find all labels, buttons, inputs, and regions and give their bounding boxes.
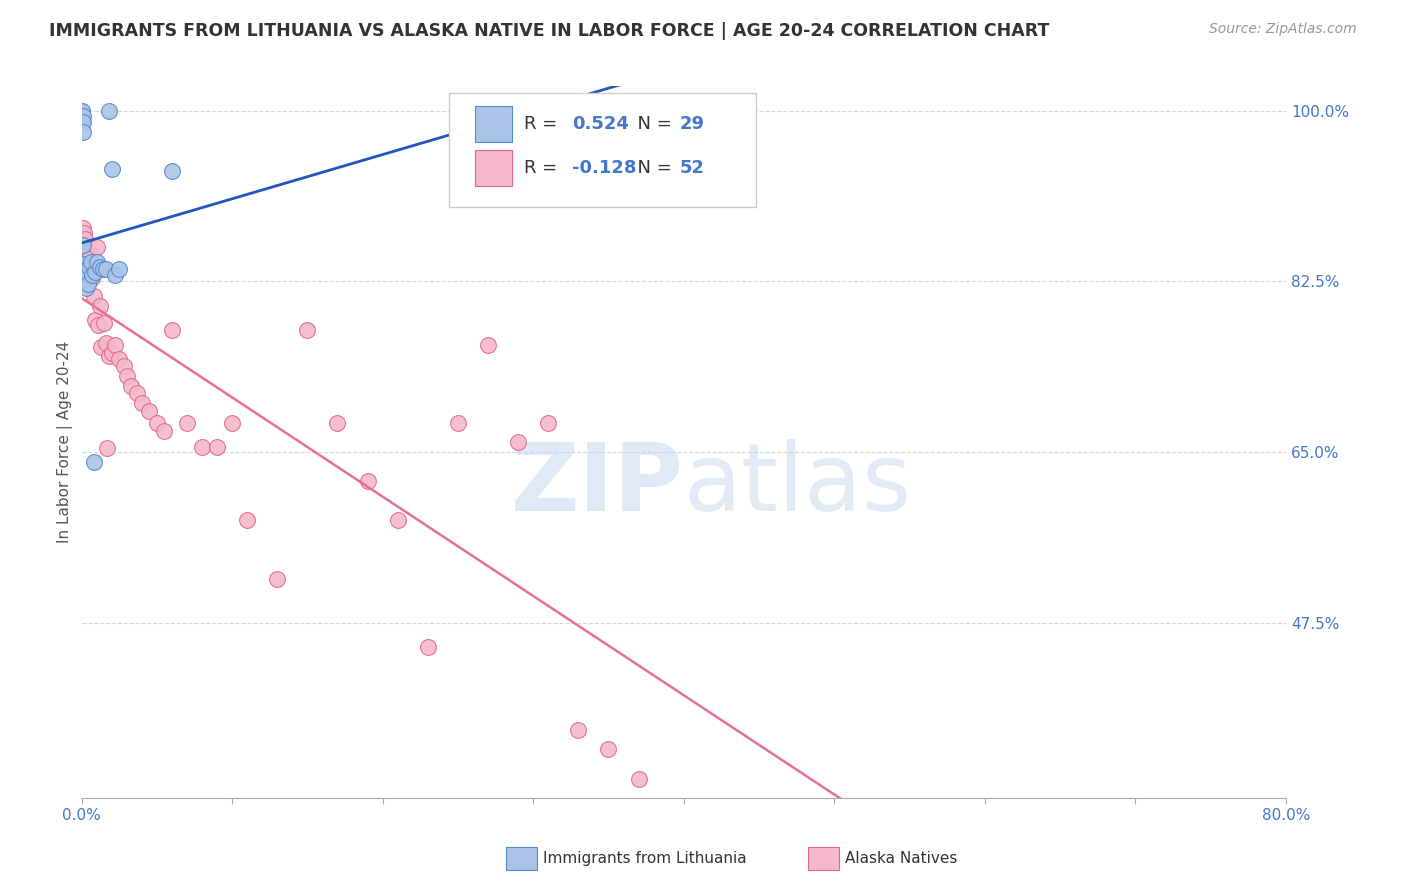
Point <box>115 368 138 383</box>
Point <box>86 240 108 254</box>
Point <box>90 340 112 354</box>
Point <box>73 277 96 292</box>
Text: 29: 29 <box>681 115 706 133</box>
Point <box>108 352 131 367</box>
Point <box>120 378 142 392</box>
Point <box>77 260 100 274</box>
Point <box>97 103 120 118</box>
Text: 0.524: 0.524 <box>572 115 628 133</box>
Point <box>477 337 499 351</box>
Point <box>73 273 96 287</box>
Point <box>100 162 122 177</box>
Point <box>89 260 111 274</box>
Point <box>93 316 115 330</box>
Point <box>104 268 127 282</box>
Point <box>108 261 131 276</box>
Text: 52: 52 <box>681 159 706 178</box>
Point <box>112 359 135 374</box>
Point <box>73 232 96 246</box>
Y-axis label: In Labor Force | Age 20-24: In Labor Force | Age 20-24 <box>58 341 73 543</box>
Point <box>160 323 183 337</box>
Point <box>79 260 101 274</box>
Point <box>627 772 650 786</box>
Text: -0.128: -0.128 <box>572 159 637 178</box>
FancyBboxPatch shape <box>475 151 512 186</box>
Point <box>79 255 101 269</box>
Point <box>508 435 530 450</box>
Text: IMMIGRANTS FROM LITHUANIA VS ALASKA NATIVE IN LABOR FORCE | AGE 20-24 CORRELATIO: IMMIGRANTS FROM LITHUANIA VS ALASKA NATI… <box>49 22 1050 40</box>
Text: R =: R = <box>523 159 562 178</box>
Point <box>72 257 94 271</box>
Point <box>266 572 288 586</box>
Point <box>72 220 94 235</box>
Point <box>297 323 319 337</box>
Point <box>77 252 100 266</box>
Point <box>94 261 117 276</box>
Text: atlas: atlas <box>683 439 912 531</box>
Text: R =: R = <box>523 115 562 133</box>
Point <box>176 416 198 430</box>
Point <box>97 350 120 364</box>
Point <box>87 318 110 333</box>
Point <box>416 640 439 654</box>
Point <box>94 335 117 350</box>
Point <box>127 386 149 401</box>
Point <box>100 345 122 359</box>
Point <box>447 416 470 430</box>
Point <box>205 440 228 454</box>
Point <box>387 513 409 527</box>
Text: ZIP: ZIP <box>510 439 683 531</box>
Point <box>160 164 183 178</box>
Point <box>83 289 105 303</box>
Point <box>72 125 94 139</box>
Point <box>86 255 108 269</box>
Point <box>83 455 105 469</box>
Point <box>77 245 100 260</box>
Point <box>72 109 94 123</box>
Text: N =: N = <box>626 159 678 178</box>
Point <box>131 396 153 410</box>
Point <box>75 281 97 295</box>
Point <box>72 113 94 128</box>
Text: N =: N = <box>626 115 678 133</box>
Point <box>91 261 114 276</box>
Point <box>598 742 620 756</box>
Point <box>76 261 98 276</box>
Point <box>73 263 96 277</box>
Point <box>221 416 243 430</box>
Point <box>75 252 97 266</box>
Point <box>191 440 214 454</box>
Text: Source: ZipAtlas.com: Source: ZipAtlas.com <box>1209 22 1357 37</box>
Point <box>72 115 94 129</box>
Point <box>153 424 176 438</box>
Point <box>73 226 96 240</box>
Point <box>76 267 98 281</box>
Point <box>138 404 160 418</box>
Point <box>326 416 349 430</box>
Point <box>236 513 259 527</box>
Point <box>75 268 97 282</box>
Point <box>104 337 127 351</box>
Point <box>80 268 103 282</box>
Point <box>72 238 94 252</box>
Point <box>96 441 118 455</box>
Point <box>70 103 93 118</box>
FancyBboxPatch shape <box>449 94 756 207</box>
Point <box>80 271 103 285</box>
Point <box>567 723 589 737</box>
Text: Immigrants from Lithuania: Immigrants from Lithuania <box>543 852 747 866</box>
Point <box>356 474 378 488</box>
Point <box>72 113 94 128</box>
Point <box>73 242 96 256</box>
Point <box>84 264 107 278</box>
Point <box>72 103 94 118</box>
Point <box>89 299 111 313</box>
Point <box>76 277 98 292</box>
Text: Alaska Natives: Alaska Natives <box>845 852 957 866</box>
FancyBboxPatch shape <box>475 106 512 142</box>
Point <box>146 416 169 430</box>
Point <box>537 416 560 430</box>
Point <box>73 264 96 278</box>
Point <box>84 313 107 327</box>
